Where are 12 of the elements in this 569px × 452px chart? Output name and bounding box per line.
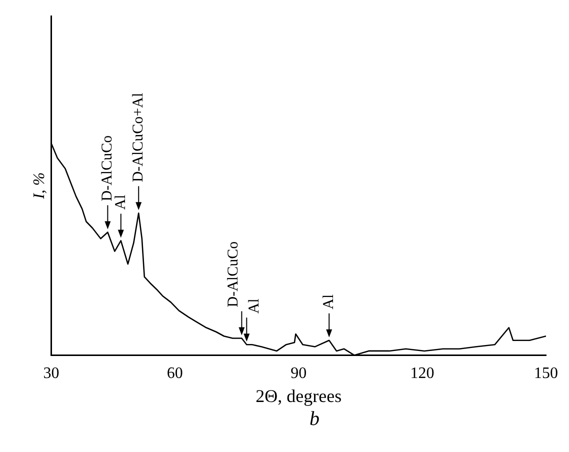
- text: b: [308, 408, 320, 431]
- x-axis-title: 2Θ, degrees: [256, 386, 342, 406]
- x-tick-label: 60: [166, 365, 183, 382]
- annotation: Al: [246, 298, 263, 314]
- x-tick-label: 120: [410, 365, 434, 382]
- x-tick-label: 30: [43, 365, 60, 382]
- annotation: D-AlCuCo: [226, 241, 242, 308]
- annotation: D-AlCuCo+Al: [130, 92, 147, 182]
- x-tick-label: 90: [290, 365, 307, 382]
- y-axis-title: I, %: [30, 172, 48, 200]
- x-tick-label: 150: [534, 365, 558, 382]
- annotation: Al: [321, 294, 338, 310]
